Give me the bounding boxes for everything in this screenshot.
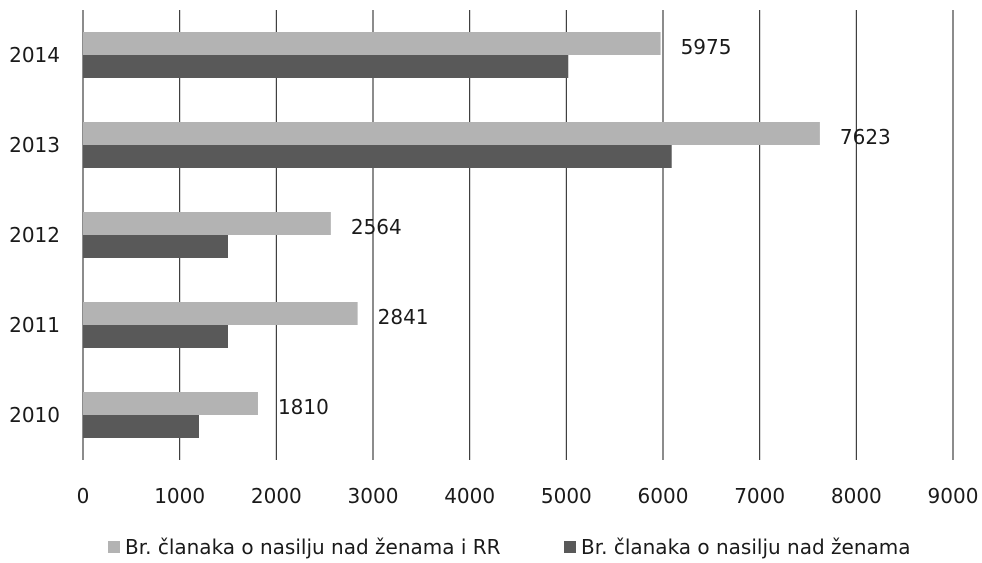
- bar-women-2011: [83, 325, 228, 348]
- y-tick-label: 2010: [9, 403, 60, 427]
- legend-label-1: Br. članaka o nasilju nad ženama: [581, 535, 911, 559]
- legend: Br. članaka o nasilju nad ženama i RR Br.…: [108, 535, 911, 559]
- legend-label-0: Br. članaka o nasilju nad ženama i RR: [125, 535, 501, 559]
- x-tick-label: 0: [77, 484, 90, 508]
- x-tick-label: 2000: [251, 484, 302, 508]
- bar-rr-2011: [83, 302, 358, 325]
- legend-swatch-0: [108, 541, 120, 553]
- data-label: 1810: [278, 395, 329, 419]
- y-tick-label: 2011: [9, 313, 60, 337]
- bar-rr-2010: [83, 392, 258, 415]
- x-tick-label: 3000: [348, 484, 399, 508]
- bar-women-2012: [83, 235, 228, 258]
- data-label: 2564: [351, 215, 402, 239]
- bars: [83, 32, 820, 438]
- data-labels: 5975 7623 2564 2841 1810: [278, 35, 891, 419]
- y-tick-label: 2013: [9, 133, 60, 157]
- x-tick-label: 9000: [928, 484, 979, 508]
- y-axis-ticks: 2014 2013 2012 2011 2010: [9, 43, 60, 427]
- x-tick-label: 1000: [154, 484, 205, 508]
- data-label: 5975: [681, 35, 732, 59]
- bar-women-2013: [83, 145, 672, 168]
- data-label: 7623: [840, 125, 891, 149]
- y-tick-label: 2014: [9, 43, 60, 67]
- bar-rr-2014: [83, 32, 661, 55]
- x-axis-ticks: 0 1000 2000 3000 4000 5000 6000 7000 8000 9000: [77, 484, 979, 508]
- x-tick-label: 5000: [541, 484, 592, 508]
- x-tick-label: 8000: [831, 484, 882, 508]
- gridlines: [82, 10, 954, 460]
- bar-women-2014: [83, 55, 569, 78]
- x-tick-label: 7000: [734, 484, 785, 508]
- data-label: 2841: [378, 305, 429, 329]
- x-tick-label: 4000: [444, 484, 495, 508]
- y-tick-label: 2012: [9, 223, 60, 247]
- bar-rr-2013: [83, 122, 820, 145]
- bar-rr-2012: [83, 212, 331, 235]
- bar-women-2010: [83, 415, 199, 438]
- x-tick-label: 6000: [638, 484, 689, 508]
- legend-swatch-1: [564, 541, 576, 553]
